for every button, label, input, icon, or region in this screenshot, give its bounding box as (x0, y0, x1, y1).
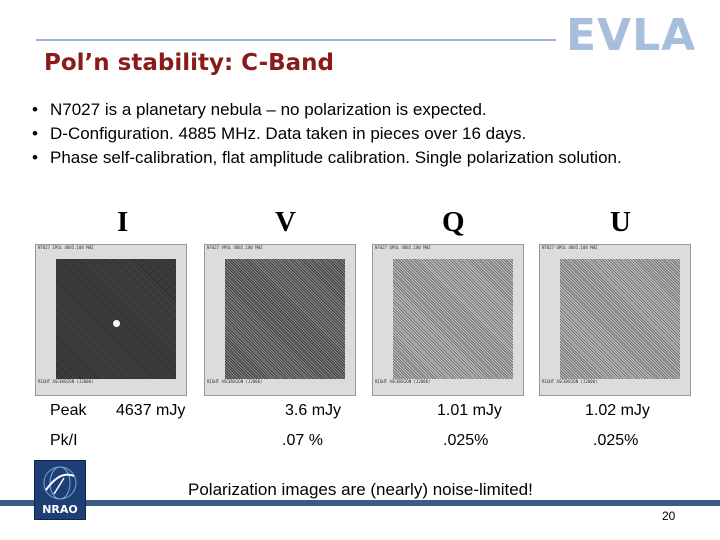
panel-header: N7027 UPOL 4885.100 MHZ (542, 245, 598, 250)
radio-dish-icon (43, 466, 77, 500)
image-panel-v: N7027 VPOL 4885.100 MHZ RIGHT ASCENSION … (204, 244, 356, 396)
bullet-list: N7027 is a planetary nebula – no polariz… (30, 98, 690, 170)
panel-footer: RIGHT ASCENSION (J2000) (542, 379, 598, 384)
pki-value-q: .025% (443, 432, 489, 449)
peak-value-u: 1.02 mJy (585, 402, 650, 419)
panel-footer: RIGHT ASCENSION (J2000) (375, 379, 431, 384)
nebula-source (113, 320, 120, 327)
pki-value-v: .07 % (282, 432, 323, 449)
stokes-u-image (560, 259, 680, 379)
image-panel-q: N7027 QPOL 4885.100 MHZ RIGHT ASCENSION … (372, 244, 524, 396)
stokes-q-image (393, 259, 513, 379)
panel-label-u: U (610, 206, 631, 238)
panel-label-q: Q (442, 206, 465, 238)
stokes-v-image (225, 259, 345, 379)
peak-label: Peak (50, 402, 87, 419)
page-number: 20 (662, 509, 676, 523)
image-panel-i: N7027 IPOL 4885.100 MHZ RIGHT ASCENSION … (35, 244, 187, 396)
nrao-logo: NRAO (34, 460, 86, 520)
peak-value-i: 4637 mJy (116, 402, 186, 419)
conclusion-text: Polarization images are (nearly) noise-l… (188, 480, 533, 499)
pki-value-u: .025% (593, 432, 639, 449)
panel-header: N7027 VPOL 4885.100 MHZ (207, 245, 263, 250)
footer-bar-left (0, 500, 34, 506)
panel-footer: RIGHT ASCENSION (J2000) (38, 379, 94, 384)
peak-value-q: 1.01 mJy (437, 402, 502, 419)
evla-logo: EVLA (566, 10, 697, 61)
panel-footer: RIGHT ASCENSION (J2000) (207, 379, 263, 384)
footer-bar (86, 500, 720, 506)
panel-header: N7027 IPOL 4885.100 MHZ (38, 245, 94, 250)
panel-label-v: V (275, 206, 296, 238)
panel-header: N7027 QPOL 4885.100 MHZ (375, 245, 431, 250)
image-panel-u: N7027 UPOL 4885.100 MHZ RIGHT ASCENSION … (539, 244, 691, 396)
pki-label: Pk/I (50, 432, 78, 449)
stokes-i-image (56, 259, 176, 379)
panel-label-i: I (117, 206, 129, 238)
slide-title: Pol’n stability: C-Band (44, 50, 335, 76)
peak-value-v: 3.6 mJy (285, 402, 342, 419)
title-rule (36, 39, 556, 41)
nrao-text: NRAO (42, 503, 78, 516)
bullet-item: D-Configuration. 4885 MHz. Data taken in… (30, 122, 690, 146)
bullet-item: Phase self-calibration, flat amplitude c… (30, 146, 690, 170)
bullet-item: N7027 is a planetary nebula – no polariz… (30, 98, 690, 122)
